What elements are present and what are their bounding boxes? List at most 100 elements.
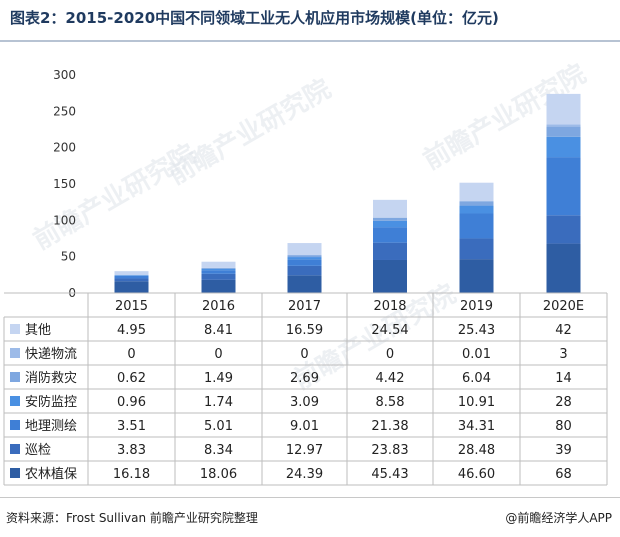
data-label: 8.41 xyxy=(204,323,233,338)
bar-segment xyxy=(546,136,581,158)
data-label: 0.96 xyxy=(117,395,146,410)
legend-label: 消防救灾 xyxy=(25,370,77,386)
bar-segment xyxy=(201,270,236,274)
bar-segment xyxy=(373,199,407,218)
bar-segment xyxy=(459,213,494,239)
data-label: 14 xyxy=(555,371,572,386)
y-tick-label: 50 xyxy=(61,250,76,264)
bar-segment xyxy=(287,265,322,276)
legend-swatch xyxy=(10,396,20,406)
legend-label: 其他 xyxy=(25,323,51,338)
x-tick-label: 2016 xyxy=(202,299,235,314)
data-label: 23.83 xyxy=(371,443,408,458)
x-tick-label: 2019 xyxy=(460,299,493,314)
x-tick-label: 2018 xyxy=(373,299,406,314)
x-tick-label: 2020E xyxy=(543,299,584,314)
legend-label: 巡检 xyxy=(25,443,51,458)
data-label: 9.01 xyxy=(290,419,319,434)
bar-segment xyxy=(546,243,581,293)
bar-segment xyxy=(373,242,407,260)
watermark-text: 前瞻产业研究院 xyxy=(28,138,201,256)
data-label: 12.97 xyxy=(286,443,323,458)
bar-segment xyxy=(546,124,581,127)
y-tick-label: 300 xyxy=(53,68,76,82)
x-tick-label: 2015 xyxy=(115,299,148,314)
bar-segment xyxy=(373,220,407,228)
data-label: 16.59 xyxy=(286,323,323,338)
data-label: 3.51 xyxy=(117,419,146,434)
data-label: 5.01 xyxy=(204,419,233,434)
data-label: 34.31 xyxy=(458,419,495,434)
bar-segment xyxy=(201,267,236,269)
data-label: 42 xyxy=(555,323,572,338)
bar-segment xyxy=(373,217,407,221)
bar-segment xyxy=(373,227,407,243)
data-label: 68 xyxy=(555,467,572,482)
data-label: 0.62 xyxy=(117,371,146,386)
data-label: 2.69 xyxy=(290,371,319,386)
bar-segment xyxy=(201,268,236,271)
bar-segment xyxy=(459,238,494,260)
data-label: 24.39 xyxy=(286,467,323,482)
bar-segment xyxy=(459,201,494,206)
bar-segment xyxy=(546,215,581,244)
bar-segment xyxy=(287,275,322,293)
legend-swatch xyxy=(10,420,20,430)
source-note: 资料来源：Frost Sullivan 前瞻产业研究院整理 xyxy=(6,511,258,525)
legend-swatch xyxy=(10,372,20,382)
title-divider xyxy=(0,40,620,42)
legend-swatch xyxy=(10,444,20,454)
bar-segment xyxy=(114,271,149,275)
data-label: 46.60 xyxy=(458,467,495,482)
data-label: 21.38 xyxy=(371,419,408,434)
bar-segment xyxy=(287,255,322,258)
bar-segment xyxy=(287,243,322,256)
y-tick-label: 200 xyxy=(53,141,76,155)
data-label: 25.43 xyxy=(458,323,495,338)
bar-segment xyxy=(114,281,149,293)
bar-segment xyxy=(373,259,407,293)
legend-label: 安防监控 xyxy=(25,394,77,410)
data-label: 10.91 xyxy=(458,395,495,410)
data-label: 4.42 xyxy=(376,371,405,386)
bar-segment xyxy=(201,279,236,293)
bar-segment xyxy=(546,126,581,137)
data-label: 3.09 xyxy=(290,395,319,410)
bar-segment xyxy=(114,275,149,276)
watermark-text: 前瞻产业研究院 xyxy=(163,73,336,191)
data-label: 1.49 xyxy=(204,371,233,386)
data-label: 39 xyxy=(555,443,572,458)
data-label: 18.06 xyxy=(200,467,237,482)
data-label: 0 xyxy=(214,347,222,362)
data-label: 8.58 xyxy=(376,395,405,410)
data-label: 28.48 xyxy=(458,443,495,458)
data-label: 3.83 xyxy=(117,443,146,458)
bar-segment xyxy=(459,182,494,202)
data-label: 4.95 xyxy=(117,323,146,338)
data-label: 1.74 xyxy=(204,395,233,410)
data-label: 16.18 xyxy=(113,467,150,482)
bar-segment xyxy=(201,273,236,280)
data-label: 28 xyxy=(555,395,572,410)
bar-segment xyxy=(546,93,581,125)
legend-swatch xyxy=(10,348,20,358)
data-label: 0.01 xyxy=(462,347,491,362)
brand-mark: @前瞻经济学人APP xyxy=(505,511,612,525)
bar-segment xyxy=(201,261,236,268)
bar-segment xyxy=(287,257,322,260)
legend-label: 农林植保 xyxy=(25,467,77,482)
data-label: 24.54 xyxy=(371,323,408,338)
data-label: 0 xyxy=(386,347,394,362)
data-label: 8.34 xyxy=(204,443,233,458)
data-label: 0 xyxy=(300,347,308,362)
legend-swatch xyxy=(10,324,20,334)
legend-label: 快递物流 xyxy=(25,347,77,362)
data-label: 80 xyxy=(555,419,572,434)
bar-segment xyxy=(114,278,149,282)
data-label: 0 xyxy=(127,347,135,362)
footer-divider xyxy=(0,497,620,498)
y-tick-label: 100 xyxy=(53,213,76,227)
y-tick-label: 250 xyxy=(53,104,76,118)
bar-segment xyxy=(459,205,494,214)
